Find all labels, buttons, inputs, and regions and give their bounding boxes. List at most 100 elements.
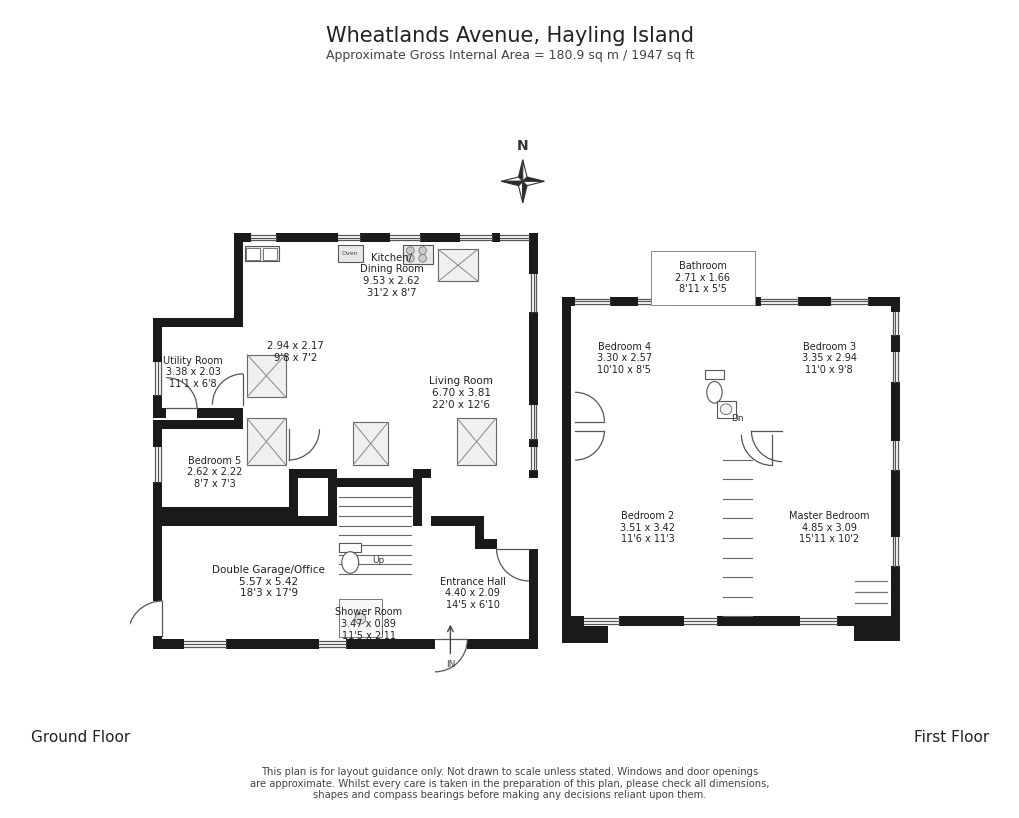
Text: First Floor: First Floor bbox=[913, 730, 988, 744]
Bar bbox=[153, 640, 484, 649]
Bar bbox=[288, 429, 298, 460]
Bar bbox=[328, 478, 337, 583]
Bar bbox=[233, 233, 243, 478]
Bar bbox=[529, 405, 538, 439]
Bar bbox=[529, 233, 538, 478]
Bar bbox=[761, 297, 798, 306]
Bar bbox=[422, 640, 538, 649]
Bar bbox=[890, 297, 899, 626]
Bar bbox=[328, 640, 419, 649]
Bar bbox=[638, 297, 669, 306]
Bar bbox=[529, 539, 538, 649]
Text: This plan is for layout guidance only. Not drawn to scale unless stated. Windows: This plan is for layout guidance only. N… bbox=[250, 767, 769, 801]
Text: Bedroom 3
3.35 x 2.94
11'0 x 9'8: Bedroom 3 3.35 x 2.94 11'0 x 9'8 bbox=[801, 342, 856, 375]
Bar bbox=[153, 317, 162, 418]
Bar bbox=[243, 242, 529, 469]
Bar bbox=[328, 242, 337, 326]
Bar bbox=[337, 487, 413, 574]
Bar bbox=[337, 245, 362, 263]
Bar bbox=[353, 422, 387, 465]
Bar bbox=[561, 617, 607, 643]
Bar bbox=[153, 408, 233, 418]
Bar bbox=[561, 297, 899, 306]
Bar bbox=[678, 421, 729, 431]
Polygon shape bbox=[522, 177, 544, 182]
Bar bbox=[890, 537, 899, 566]
Text: Approximate Gross Internal Area = 180.9 sq m / 1947 sq ft: Approximate Gross Internal Area = 180.9 … bbox=[325, 49, 694, 62]
Polygon shape bbox=[518, 160, 522, 182]
Bar bbox=[684, 617, 716, 626]
Bar bbox=[233, 374, 243, 405]
Bar bbox=[422, 487, 431, 574]
Bar bbox=[584, 617, 619, 626]
Bar bbox=[650, 250, 754, 304]
Bar bbox=[328, 583, 337, 649]
Bar bbox=[247, 354, 285, 397]
Bar bbox=[437, 249, 478, 281]
Bar bbox=[339, 599, 381, 637]
Bar bbox=[668, 297, 678, 431]
Bar bbox=[246, 248, 260, 260]
Text: IN: IN bbox=[445, 660, 454, 669]
Bar bbox=[762, 434, 771, 465]
Bar bbox=[575, 297, 609, 306]
Bar bbox=[243, 316, 328, 326]
Bar bbox=[853, 617, 899, 641]
Circle shape bbox=[407, 254, 414, 263]
Bar bbox=[153, 507, 298, 516]
Polygon shape bbox=[518, 182, 522, 203]
Bar bbox=[318, 640, 345, 649]
Bar bbox=[410, 583, 419, 649]
Bar bbox=[475, 516, 484, 649]
Polygon shape bbox=[522, 182, 527, 203]
Bar bbox=[575, 421, 604, 431]
Bar bbox=[337, 233, 359, 242]
Bar bbox=[460, 233, 491, 242]
Bar bbox=[422, 539, 431, 649]
Bar bbox=[328, 478, 422, 487]
Bar bbox=[328, 574, 422, 583]
Text: N: N bbox=[517, 139, 528, 153]
Bar bbox=[561, 617, 899, 626]
Bar bbox=[434, 640, 467, 649]
Bar bbox=[337, 469, 413, 478]
Bar bbox=[762, 421, 771, 626]
Text: Living Room
6.70 x 3.81
22'0 x 12'6: Living Room 6.70 x 3.81 22'0 x 12'6 bbox=[429, 376, 492, 410]
Bar bbox=[853, 564, 887, 607]
Bar bbox=[422, 539, 538, 549]
Bar bbox=[890, 312, 899, 335]
Bar bbox=[561, 297, 571, 626]
Bar bbox=[153, 447, 162, 482]
Bar bbox=[529, 522, 538, 549]
Text: Up: Up bbox=[372, 555, 384, 564]
Polygon shape bbox=[500, 177, 522, 182]
Circle shape bbox=[419, 247, 426, 254]
Text: Oven: Oven bbox=[341, 251, 359, 256]
Bar bbox=[668, 421, 678, 626]
Bar bbox=[403, 245, 432, 263]
Bar bbox=[153, 516, 162, 649]
Text: Bedroom 2
3.51 x 3.42
11'6 x 11'3: Bedroom 2 3.51 x 3.42 11'6 x 11'3 bbox=[620, 511, 675, 545]
Text: Bedroom 5
2.62 x 2.22
8'7 x 7'3: Bedroom 5 2.62 x 2.22 8'7 x 7'3 bbox=[186, 456, 243, 489]
Bar bbox=[245, 246, 279, 262]
Text: 2.94 x 2.17
9'8 x 7'2: 2.94 x 2.17 9'8 x 7'2 bbox=[267, 341, 324, 363]
Bar bbox=[166, 408, 197, 418]
Circle shape bbox=[407, 247, 414, 254]
Bar bbox=[263, 248, 277, 260]
Text: Master Bedroom
4.85 x 3.09
15'11 x 10'2: Master Bedroom 4.85 x 3.09 15'11 x 10'2 bbox=[788, 511, 868, 545]
Polygon shape bbox=[500, 182, 522, 186]
Bar bbox=[337, 592, 410, 640]
Bar bbox=[183, 640, 226, 649]
Bar bbox=[328, 233, 337, 478]
Polygon shape bbox=[522, 160, 527, 182]
Polygon shape bbox=[522, 182, 544, 186]
Bar bbox=[829, 297, 867, 306]
Bar bbox=[529, 274, 538, 312]
Bar bbox=[153, 601, 162, 636]
Bar bbox=[496, 539, 529, 549]
Bar bbox=[711, 421, 720, 626]
Bar bbox=[738, 297, 747, 431]
Bar bbox=[153, 317, 233, 327]
Bar bbox=[571, 306, 890, 617]
Bar bbox=[153, 420, 298, 429]
